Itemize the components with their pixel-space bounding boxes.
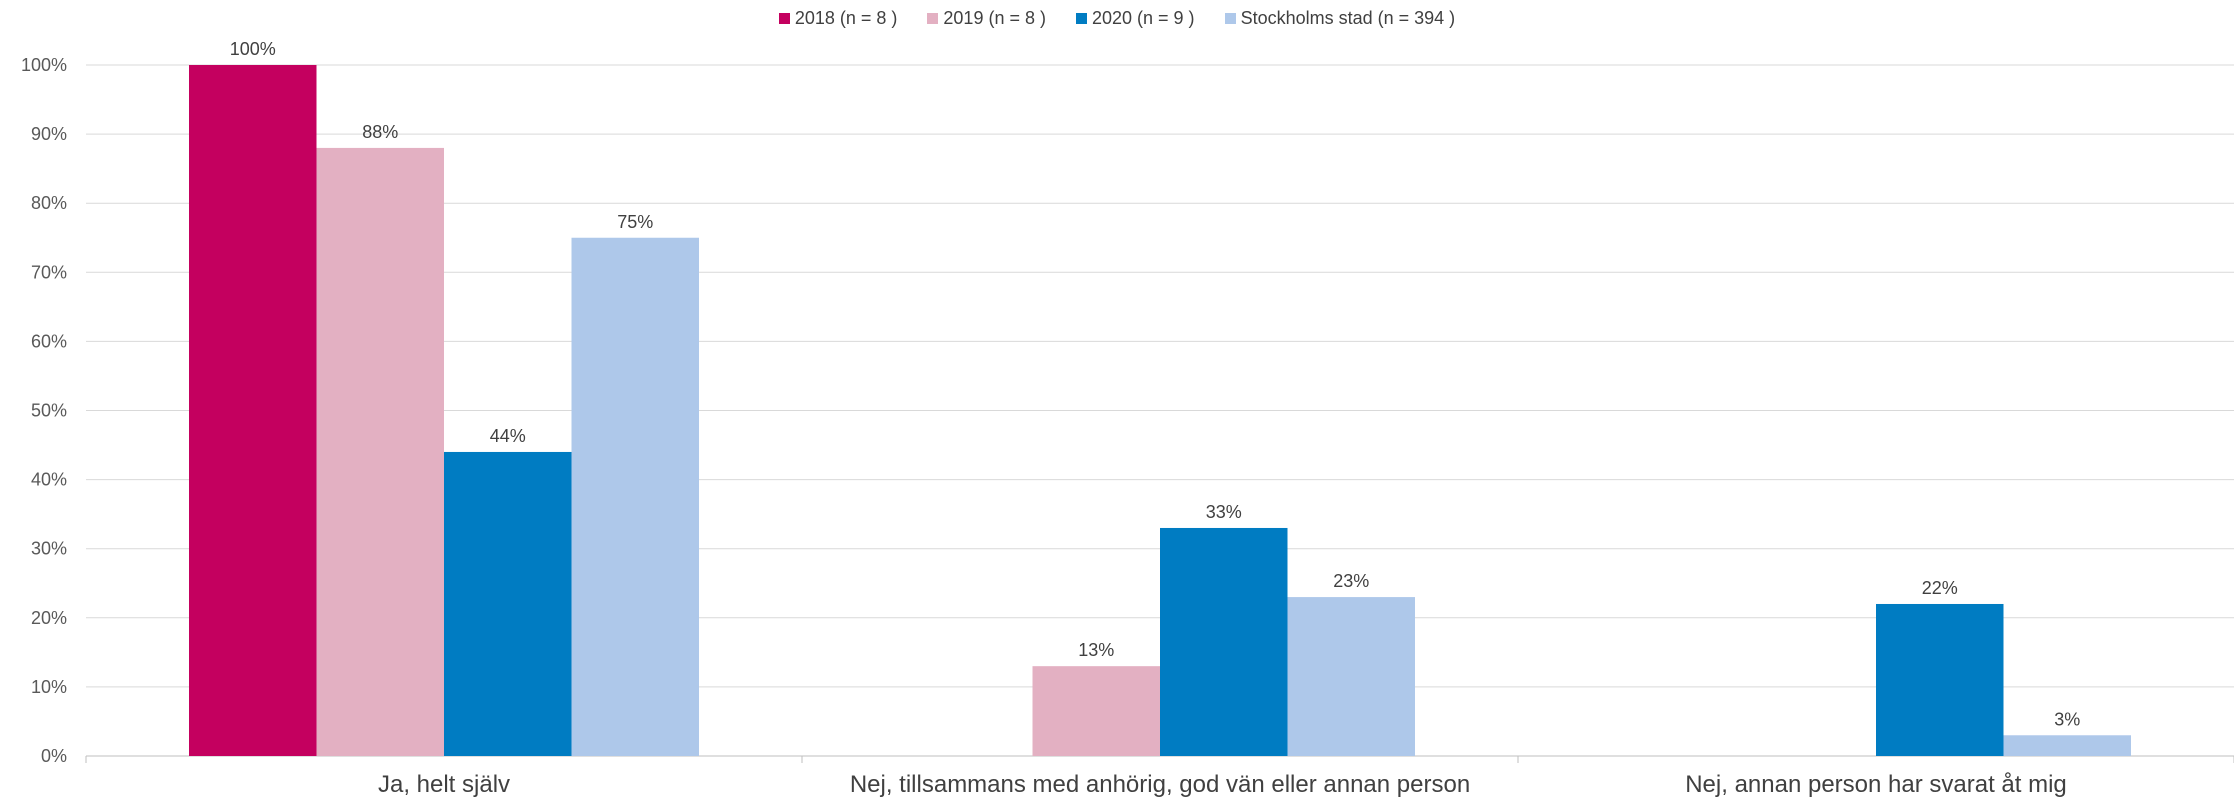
data-label: 44%: [490, 426, 526, 446]
data-label: 100%: [230, 39, 276, 59]
x-category-label: Nej, tillsammans med anhörig, god vän el…: [850, 771, 1470, 798]
x-category-label: Ja, helt själv: [378, 771, 510, 798]
legend-label: 2019 (n = 8 ): [943, 8, 1046, 28]
legend-label: 2018 (n = 8 ): [794, 8, 898, 28]
legend-label: Stockholms stad (n = 394 ): [1240, 8, 1456, 28]
legend-item: 2020 (n = 9 ): [1075, 8, 1195, 29]
data-label: 22%: [1922, 578, 1958, 598]
bar: [2003, 735, 2131, 756]
y-tick-label: 60%: [31, 331, 67, 351]
bar: [1876, 603, 2004, 756]
bar: [571, 237, 699, 756]
legend-item: Stockholms stad (n = 394 ): [1224, 8, 1456, 29]
legend-item: 2019 (n = 8 ): [927, 8, 1046, 29]
bar: [316, 147, 444, 757]
bar: [1160, 527, 1288, 756]
legend-swatch: [927, 13, 939, 24]
y-tick-label: 30%: [31, 539, 67, 559]
y-tick-label: 70%: [31, 262, 67, 282]
legend-swatch: [1075, 13, 1087, 24]
legend-item: 2018 (n = 8 ): [778, 8, 898, 29]
x-category-label: Nej, annan person har svarat åt mig: [1685, 771, 2067, 798]
y-tick-label: 20%: [31, 608, 67, 628]
bar: [444, 451, 572, 756]
y-tick-label: 10%: [31, 677, 67, 697]
data-label: 23%: [1333, 571, 1369, 591]
legend-swatch: [1224, 13, 1236, 24]
data-label: 33%: [1206, 502, 1242, 522]
legend: 2018 (n = 8 ) 2019 (n = 8 ) 2020 (n = 9 ) S…: [0, 8, 2234, 29]
data-label: 13%: [1078, 640, 1114, 660]
y-tick-label: 50%: [31, 401, 67, 421]
bar: [1287, 597, 1415, 756]
legend-swatch: [778, 13, 790, 24]
y-tick-label: 40%: [31, 470, 67, 490]
y-tick-label: 90%: [31, 124, 67, 144]
data-label: 3%: [2054, 709, 2080, 729]
bar: [189, 65, 317, 756]
y-tick-label: 100%: [21, 55, 67, 75]
bar: [1032, 666, 1160, 756]
y-tick-label: 0%: [41, 746, 67, 766]
data-label: 75%: [617, 212, 653, 232]
data-label: 88%: [362, 122, 398, 142]
legend-label: 2020 (n = 9 ): [1091, 8, 1195, 28]
y-tick-label: 80%: [31, 193, 67, 213]
